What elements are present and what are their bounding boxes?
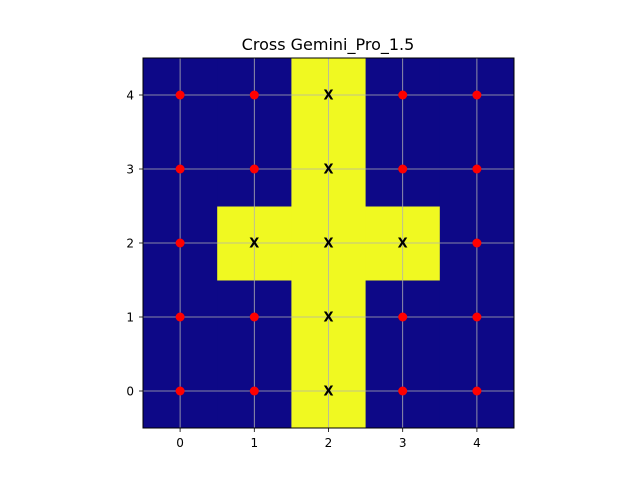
dot-marker: [249, 164, 259, 174]
dot-marker: [398, 312, 408, 322]
y-tick-label: 2: [126, 237, 134, 251]
x-tick-label: 4: [473, 436, 481, 450]
dot-marker: [175, 238, 185, 248]
dot-marker: [249, 90, 259, 100]
dot-marker: [472, 90, 482, 100]
x-marker: X: [398, 237, 408, 252]
y-tick-label: 1: [126, 311, 134, 325]
x-marker: X: [323, 89, 333, 104]
x-tick-label: 1: [250, 436, 258, 450]
x-tick-label: 3: [399, 436, 407, 450]
y-tick-label: 4: [126, 89, 134, 103]
x-tick-label: 0: [176, 436, 184, 450]
dot-marker: [175, 90, 185, 100]
dot-marker: [472, 386, 482, 396]
dot-marker: [398, 90, 408, 100]
dot-marker: [175, 386, 185, 396]
dot-marker: [398, 164, 408, 174]
dot-marker: [175, 312, 185, 322]
dot-marker: [472, 238, 482, 248]
y-axis: 0 1 2 3 4: [126, 89, 143, 399]
x-tick-label: 2: [325, 436, 333, 450]
dot-marker: [249, 312, 259, 322]
dot-marker: [249, 386, 259, 396]
dot-marker: [398, 386, 408, 396]
chart-title: Cross Gemini_Pro_1.5: [242, 35, 415, 55]
x-markers: X X X X X X X: [249, 89, 407, 400]
x-marker: X: [323, 385, 333, 400]
dot-marker: [472, 312, 482, 322]
dot-marker: [472, 164, 482, 174]
dot-markers: [175, 90, 482, 396]
y-tick-label: 3: [126, 163, 134, 177]
x-marker: X: [323, 163, 333, 178]
grid-lines: [143, 58, 514, 428]
x-marker: X: [323, 237, 333, 252]
dot-marker: [175, 164, 185, 174]
x-axis: 0 1 2 3 4: [176, 428, 481, 450]
x-marker: X: [249, 237, 259, 252]
y-tick-label: 0: [126, 385, 134, 399]
x-marker: X: [323, 311, 333, 326]
